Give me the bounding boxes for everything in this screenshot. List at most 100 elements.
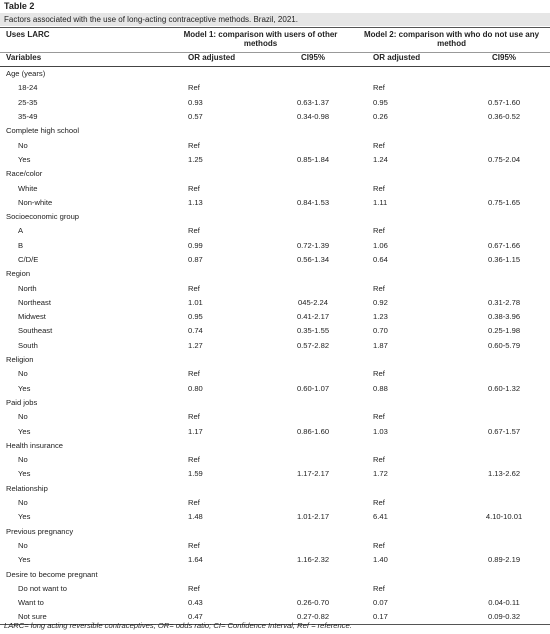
ci-cell [273,538,353,552]
ci-cell: 0.34-0.98 [296,112,330,122]
variable-label: No [18,540,28,550]
item-row: No Ref Ref [0,538,550,552]
ci-cell: 0.35-1.55 [296,326,330,336]
variable-label: No [18,369,28,379]
or-cell: 1.03 [373,426,388,436]
or-cell: Ref [373,226,385,236]
group-row: Age (years) [0,67,550,81]
ci-cell [458,138,550,152]
or-cell: 1.87 [373,340,388,350]
variable-label: B [18,240,24,250]
item-row: Yes 1.48 1.01-2.17 6.41 4.10-10.01 [0,510,550,524]
ci-cell [458,81,550,95]
or-cell: 1.01 [188,297,203,307]
group-title: Previous pregnancy [6,526,74,536]
variable-label: Yes [18,555,31,565]
item-row: Do not want to Ref Ref [0,581,550,595]
variable-label: No [18,498,28,508]
group-row: Relationship [0,481,550,495]
header-cell: Model 2: comparison with who do not use … [353,27,550,53]
ci-cell: 0.04-0.11 [488,598,520,608]
ci-cell: 0.86-1.60 [296,426,330,436]
group-row: Complete high school [0,124,550,138]
or-cell: 0.95 [373,97,388,107]
item-row: 35-49 0.57 0.34-0.98 0.26 0.36-0.52 [0,109,550,123]
group-title: Race/color [6,169,43,179]
item-row: A Ref Ref [0,224,550,238]
variable-label: Northeast [18,297,51,307]
item-row: No Ref Ref [0,138,550,152]
footnote: LARC= long acting reversible contracepti… [4,621,352,630]
ci-cell [273,410,353,424]
ci-cell: 0.89-2.19 [487,555,521,565]
variable-label: Yes [18,383,31,393]
ci-cell [273,453,353,467]
or-cell: 1.17 [188,426,203,436]
or-cell: 0.17 [353,609,459,625]
group-row: Desire to become pregnant [0,567,550,581]
or-cell: 0.92 [373,297,388,307]
or-cell: 1.64 [188,555,203,565]
item-row: C/D/E 0.87 0.56-1.34 0.64 0.36-1.15 [0,252,550,266]
or-cell: Ref [188,455,200,465]
table: Uses LARC Model 1: comparison with users… [0,27,550,625]
table-header: Uses LARC Model 1: comparison with users… [0,27,550,67]
ci-cell: 0.36-0.52 [487,112,521,122]
header-cell: Uses LARC [0,27,168,53]
ci-cell: 0.67-1.66 [487,240,521,250]
item-row: Midwest 0.95 0.41-2.17 1.23 0.38-3.96 [0,310,550,324]
item-row: Want to 0.43 0.26-0.70 0.07 0.04-0.11 [0,595,550,609]
ci-cell: 0.85-1.84 [296,154,330,164]
header-cell: Model 1: comparison with users of other … [168,27,354,53]
ci-cell: 0.60-5.79 [487,340,521,350]
group-title: Health insurance [6,440,63,450]
variable-label: Midwest [18,312,46,322]
or-cell: 1.24 [373,154,388,164]
ci-cell [458,181,550,195]
item-row: Yes 1.25 0.85-1.84 1.24 0.75-2.04 [0,152,550,166]
or-cell: Ref [188,140,200,150]
or-cell: 0.47 [168,609,273,625]
item-row: No Ref Ref [0,410,550,424]
group-title: Socioeconomic group [6,212,80,222]
or-cell: 0.26 [373,112,388,122]
ci-cell: 0.75-1.65 [487,197,521,207]
or-cell: Ref [373,498,385,508]
ci-cell [273,224,353,238]
table-title: Table 2 [4,1,35,11]
group-row: Paid jobs [0,395,550,409]
header-cell: Variables [0,52,168,67]
ci-cell [273,367,353,381]
header-row: Variables OR adjusted CI95% OR adjusted … [0,52,550,67]
ci-cell [458,410,550,424]
group-title: Religion [6,355,34,365]
ci-cell: 0.25-1.98 [487,326,521,336]
ci-cell [458,495,550,509]
item-row: Southeast 0.74 0.35-1.55 0.70 0.25-1.98 [0,324,550,338]
or-cell: Ref [188,183,200,193]
or-cell: 6.41 [373,512,388,522]
or-cell: Ref [188,583,200,593]
ci-cell [273,281,353,295]
or-cell: 1.23 [373,312,388,322]
header-cell: OR adjusted [353,52,459,67]
table-body: Age (years) 18-24 Ref Ref 25-35 0.93 0.63-1.37… [0,67,550,625]
or-cell: Ref [373,83,385,93]
item-row: Not sure 0.47 0.27-0.82 0.17 0.09-0.32 [0,609,550,625]
item-row: No Ref Ref [0,495,550,509]
or-cell: Ref [373,583,385,593]
variable-label: South [18,340,38,350]
ci-cell [273,495,353,509]
variable-label: C/D/E [18,255,39,264]
or-cell: Ref [188,540,200,550]
variable-label: No [18,412,28,422]
or-cell: 1.11 [373,197,388,207]
item-row: No Ref Ref [0,453,550,467]
or-cell: 0.99 [188,240,203,250]
item-row: Yes 0.80 0.60-1.07 0.88 0.60-1.32 [0,381,550,395]
header-cell: OR adjusted [168,52,273,67]
ci-cell: 1.17-2.17 [296,469,330,479]
table-caption: Factors associated with the use of long-… [0,13,550,26]
ci-cell: 0.63-1.37 [296,97,330,107]
